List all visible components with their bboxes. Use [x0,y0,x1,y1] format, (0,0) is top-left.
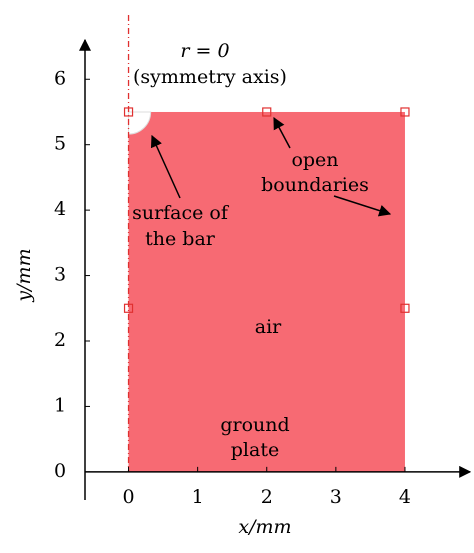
y-tick-label: 6 [54,67,66,89]
bar-label: the bar [145,228,216,250]
y-tick-label: 0 [54,460,66,482]
y-tick-label: 3 [54,264,66,286]
open-label: boundaries [261,174,369,196]
x-tick-label: 3 [330,486,342,508]
bar-label: surface of [132,202,230,224]
y-axis-label: y/mm [13,248,35,302]
bar [128,111,152,135]
marker [262,107,272,117]
y-tick-label: 4 [54,198,66,220]
y-tick-label: 1 [54,394,66,416]
x-tick-label: 1 [192,486,204,508]
x-tick-label: 2 [261,486,273,508]
y-tick-label: 2 [54,329,66,351]
open-label: open [291,149,338,171]
x-axis-label: x/mm [238,516,291,538]
y-tick-label: 5 [54,133,66,155]
arrow [333,195,392,217]
marker [123,303,134,313]
marker [400,107,410,117]
marker [400,303,410,313]
domain [128,111,405,472]
air-label: air [255,316,282,338]
axis-note: (symmetry axis) [133,66,287,88]
ground-label: ground [220,414,289,436]
arrow [273,116,291,149]
x-tick-label: 4 [399,486,411,508]
axis-label: r = 0 [180,40,229,62]
ground-label: plate [231,439,279,461]
x-tick-label: 0 [122,486,134,508]
marker [123,107,134,117]
arrow [150,134,181,199]
